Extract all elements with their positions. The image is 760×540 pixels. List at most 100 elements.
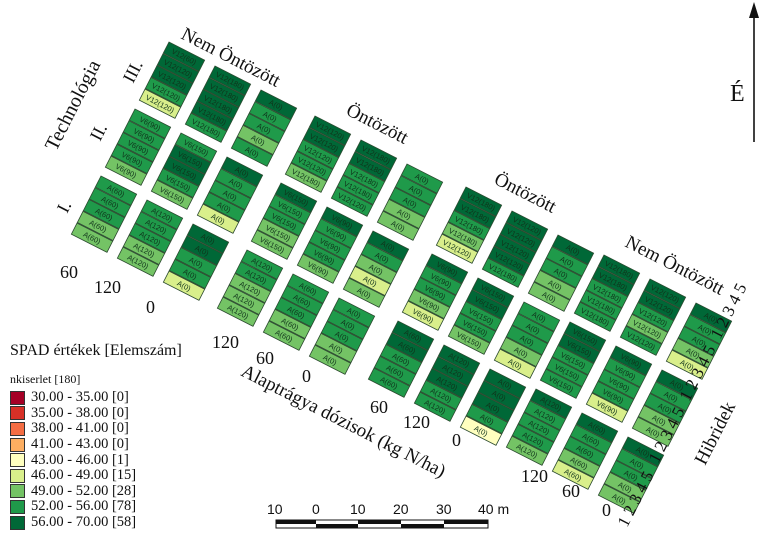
plot-block: A(120)A(120)A(120)A(120)A(120) [116, 199, 184, 277]
plot-block: A(0)A(0)A(0)A(0)A(0) [665, 302, 733, 380]
legend-swatch [10, 515, 25, 530]
plot-cell [373, 355, 417, 387]
plot-cell [563, 321, 607, 352]
plot-cell [286, 273, 330, 304]
tech-I-label: I. [53, 197, 76, 215]
plot-cell [683, 314, 727, 345]
plot-cell [308, 115, 352, 146]
plot-cell [655, 369, 699, 400]
plot-cell [579, 289, 623, 321]
legend-swatch [10, 468, 25, 483]
legend-swatch [10, 437, 25, 452]
legend-swatch [10, 453, 25, 468]
plot-cell [385, 332, 429, 363]
plot-cell [459, 415, 503, 446]
legend-class-label: 30.00 - 35.00 [0] [31, 389, 129, 406]
plot-cell [689, 302, 733, 333]
plot-cell [419, 265, 463, 296]
field-label-4: Nem Öntözött [622, 232, 729, 300]
plot-cell [162, 155, 206, 187]
plot-cell [419, 379, 463, 411]
plot-cell [342, 162, 386, 194]
plot-cell [465, 403, 509, 435]
plot-cell [228, 272, 272, 304]
scale-label: 40 m [478, 501, 509, 517]
plot-cell [156, 167, 200, 199]
plot-block: A(60)A(60)A(60)A(60)A(60) [262, 273, 330, 351]
plot-cell [388, 186, 432, 218]
plot-cell [551, 344, 595, 376]
legend-class-label: 35.00 - 38.00 [0] [31, 404, 129, 421]
plot-cell [208, 179, 252, 211]
plot-cell [320, 320, 364, 352]
plot-block: A(0)A(0)A(0)A(0)A(0) [527, 234, 595, 312]
dose-label: 120 [94, 277, 121, 297]
plot-cell [539, 257, 583, 289]
plot-cell [649, 381, 693, 412]
plot-cell [603, 357, 647, 388]
plot-block: A(0)A(0)A(0)A(0)A(0) [597, 436, 665, 514]
plot-cell [202, 77, 246, 108]
legend-row: 41.00 - 43.00 [0] [10, 436, 250, 453]
plot-cell [453, 198, 497, 229]
plot-block: A(0)A(0)A(0)A(0)A(0) [162, 223, 230, 301]
legend-row: 56.00 - 70.00 [58] [10, 514, 250, 531]
plot-block: A(120)A(120)A(120)A(120)A(120) [413, 344, 481, 422]
plot-cell [88, 187, 132, 218]
plot-block: A(0)A(0)A(0)A(0)A(0) [342, 230, 410, 308]
plot-block: A(60)A(60)A(60)A(60)A(60) [367, 320, 435, 398]
plot-cell [162, 41, 206, 72]
plot-block: A(0)A(0)A(0)A(0)A(0) [631, 369, 699, 447]
plot-cell [140, 199, 184, 230]
plot-block: V12(180)V12(180)V12(180)V12(180)V12(180) [573, 254, 641, 332]
plot-cell [615, 448, 659, 479]
plot-cell [551, 459, 595, 490]
plot-cell [517, 411, 561, 443]
plot-cell [511, 423, 555, 455]
plot-cell [481, 257, 525, 288]
legend-swatch [10, 406, 25, 421]
legend-row: 38.00 - 41.00 [0] [10, 420, 250, 437]
scale-bar: 10 0 10 20 30 40 m [267, 501, 509, 529]
plot-cell [174, 246, 218, 278]
plot-cell [425, 367, 469, 399]
plot-cell [437, 344, 481, 375]
plot-cell [104, 155, 148, 186]
plot-cell [354, 139, 398, 170]
plot-cell [320, 206, 364, 237]
plot-cell [597, 483, 641, 514]
plot-cell [128, 222, 172, 254]
plot-cell [619, 325, 663, 356]
dose-label: 0 [146, 297, 155, 317]
plot-block: V6(150)V6(150)V6(150)V6(150)V6(150) [150, 132, 218, 210]
plot-cell [465, 289, 509, 320]
plot-cell [220, 156, 264, 187]
plot-cell [677, 325, 721, 357]
plot-block: V6(90)V6(90)V6(90)V6(90)V6(90) [296, 206, 364, 284]
plot-cell [621, 436, 665, 467]
plot-cell [505, 210, 549, 241]
plot-cell [256, 217, 300, 249]
plot-cell [326, 309, 370, 340]
plot-cell [138, 88, 182, 119]
plot-cell [382, 198, 426, 230]
plot-cell [376, 210, 420, 241]
plot-cell [332, 297, 376, 328]
legend-class-label: 46.00 - 49.00 [15] [31, 467, 137, 484]
plot-cell [637, 404, 681, 436]
scale-label: 0 [312, 501, 320, 517]
tech-II-label: II. [86, 120, 111, 144]
plot-cell [493, 348, 537, 379]
plot-cell [110, 143, 154, 175]
plot-cell [150, 179, 194, 210]
plot-cell [280, 285, 324, 316]
plot-cell [609, 345, 653, 376]
legend-class-label: 43.00 - 46.00 [1] [31, 451, 129, 468]
plot-cell [391, 320, 435, 351]
plot-cell [348, 265, 392, 297]
plot-cell [242, 112, 286, 144]
plot-cell [585, 392, 629, 423]
plot-cell [202, 191, 246, 223]
plot-cell [591, 266, 635, 297]
plot-cell [545, 356, 589, 388]
